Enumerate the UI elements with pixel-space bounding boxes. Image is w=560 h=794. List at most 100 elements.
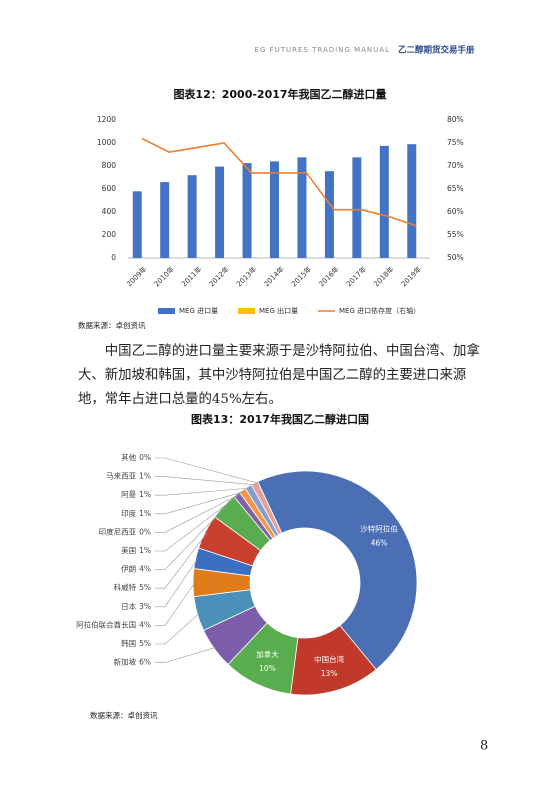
slice-label: 阿曼 1% [121,490,151,499]
x-tick-label: 2017年 [344,264,368,288]
x-tick-label: 2011年 [180,264,204,288]
legend-label: MEG 进口量 [179,307,218,315]
y2-tick-label: 65% [447,184,464,193]
leader-line [155,491,244,515]
slice-value: 13% [321,669,338,678]
leader-line [155,476,256,486]
slice-label: 加拿大 [256,649,279,659]
slice-label: 印度尼西亚 0% [99,526,151,536]
slice-label: 科威特 5% [114,582,151,592]
leader-line [155,457,259,484]
bar [379,145,389,258]
bar [215,166,225,258]
y-tick-label: 400 [102,207,117,216]
slice-label: 沙特阿拉伯 [360,523,398,533]
bar [407,144,417,258]
legend-swatch [238,308,255,314]
y-tick-label: 0 [111,253,116,262]
y2-tick-label: 55% [447,230,464,239]
slice-label-value: 5% [139,583,151,592]
y2-tick-label: 80% [447,115,464,124]
source: 数据来源：卓创资讯 [78,320,146,330]
legend-swatch [158,308,175,314]
x-tick-label: 2015年 [289,264,313,288]
y2-tick-label: 75% [447,138,464,147]
slice-label-value: 1% [139,472,151,481]
leader-line [155,647,216,663]
chart-title: 图表12：2000-2017年我国乙二醇进口量 [173,87,386,101]
leader-line [155,507,226,570]
slice-label-name: 科威特 [114,582,137,592]
slice-label-value: 1% [139,509,151,518]
bar [160,182,170,258]
bar [324,171,334,258]
bar [187,175,197,258]
page-number: 8 [480,739,488,754]
y-tick-label: 200 [102,230,117,239]
y-tick-label: 1200 [97,115,116,124]
y-tick-label: 800 [102,161,117,170]
slice-label: 马来西亚 1% [106,472,151,481]
slice-label: 伊朗 4% [121,564,151,574]
x-tick-label: 2010年 [152,264,176,288]
header-en: EG FUTURES TRADING MANUAL [255,46,390,54]
leader-line [155,532,208,589]
leader-line [155,582,196,626]
slice-label-name: 美国 [121,545,136,555]
paragraph: 中国乙二醇的进口量主要来源于是沙特阿拉伯、中国台湾、加拿大、新加坡和韩国，其中沙… [78,344,480,407]
slice-label-value: 1% [139,546,151,555]
slice-label-name: 其他 [121,452,136,462]
slice-label: 中国台湾 [314,654,344,664]
legend-label: MEG 进口依存度（右轴） [339,306,420,315]
bar [297,157,307,258]
slice-label-value: 0% [139,527,151,536]
slice-label-value: 4% [139,565,151,574]
slice-label-name: 新加坡 [114,657,137,667]
slice-label-name: 印度尼西亚 [99,526,137,536]
y2-tick-label: 70% [447,161,464,170]
leader-line [155,493,241,533]
bar [242,163,252,258]
y2-tick-label: 50% [447,253,464,262]
x-tick-label: 2014年 [262,264,286,288]
slice-label-value: 6% [139,658,151,667]
donut-slice [257,470,418,671]
donut-slice [257,481,283,534]
x-tick-label: 2016年 [317,264,341,288]
slice-label-value: 4% [139,620,151,629]
legend-label: MEG 出口量 [259,306,298,315]
x-tick-label: 2012年 [207,264,231,288]
slice-label-value: 0% [139,453,151,462]
bar [352,157,362,258]
leader-line [155,558,198,608]
bar [270,161,279,258]
leader-line [155,487,250,496]
slice-label-value: 3% [139,602,151,611]
y2-tick-label: 60% [447,207,464,216]
x-tick-label: 2018年 [372,264,396,288]
slice-label: 新加坡 6% [114,657,151,667]
slice-label-value: 1% [139,490,151,499]
slice-label-name: 伊朗 [121,564,136,574]
x-tick-label: 2019年 [399,264,423,288]
y-tick-label: 600 [102,184,117,193]
slice-value: 10% [259,664,276,673]
x-tick-label: 2013年 [234,264,258,288]
slice-label: 阿拉伯联合酋长国 4% [76,619,151,629]
slice-label: 韩国 5% [121,638,151,648]
leader-line [155,495,239,552]
slice-label-name: 阿拉伯联合酋长国 [76,619,136,629]
x-tick-label: 2009年 [125,264,149,288]
slice-label-name: 韩国 [121,638,136,648]
line [141,137,417,227]
slice-label: 印度 1% [121,508,151,518]
slice-label: 美国 1% [121,545,151,555]
leader-line [155,613,200,645]
slice-label-value: 5% [139,639,151,648]
y-tick-label: 1000 [97,138,116,147]
slice-label: 其他 0% [121,452,151,462]
slice-value: 46% [371,538,388,547]
slice-label-name: 马来西亚 [106,472,136,481]
